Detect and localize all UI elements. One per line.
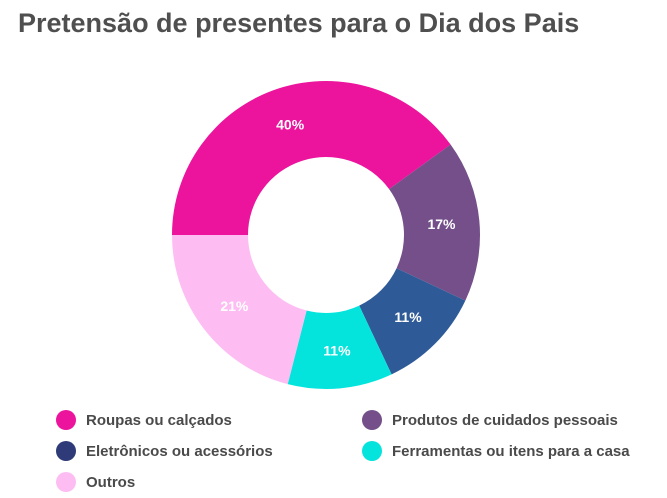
slice-label: 40% — [276, 117, 305, 133]
slice-label: 17% — [427, 216, 456, 232]
legend-item-ferramentas: Ferramentas ou itens para a casa — [362, 441, 630, 461]
legend-swatch — [362, 441, 382, 461]
legend-item-outros: Outros — [56, 472, 135, 492]
donut-slice — [287, 305, 392, 389]
legend-swatch — [362, 410, 382, 430]
donut-slice — [389, 144, 480, 301]
slice-label: 11% — [394, 309, 422, 325]
legend-label: Produtos de cuidados pessoais — [392, 411, 618, 429]
legend-label: Eletrônicos ou acessórios — [86, 442, 273, 460]
legend-label: Roupas ou calçados — [86, 411, 232, 429]
slice-label: 11% — [323, 342, 351, 358]
slice-label: 21% — [220, 298, 249, 314]
legend-item-eletronicos: Eletrônicos ou acessórios — [56, 441, 273, 461]
legend-swatch — [56, 441, 76, 461]
donut-slice — [172, 235, 307, 385]
donut-slice — [359, 268, 466, 375]
legend-label: Ferramentas ou itens para a casa — [392, 442, 630, 460]
legend-swatch — [56, 410, 76, 430]
donut-chart: 40% 17% 11% 11% 21% — [172, 80, 480, 389]
legend-label: Outros — [86, 473, 136, 491]
legend-item-produtos: Produtos de cuidados pessoais — [362, 410, 618, 430]
chart-title: Pretensão de presentes para o Dia dos Pa… — [18, 8, 580, 38]
legend-swatch — [56, 472, 76, 492]
donut-slice — [172, 80, 451, 235]
legend-item-roupas: Roupas ou calçados — [56, 410, 232, 430]
